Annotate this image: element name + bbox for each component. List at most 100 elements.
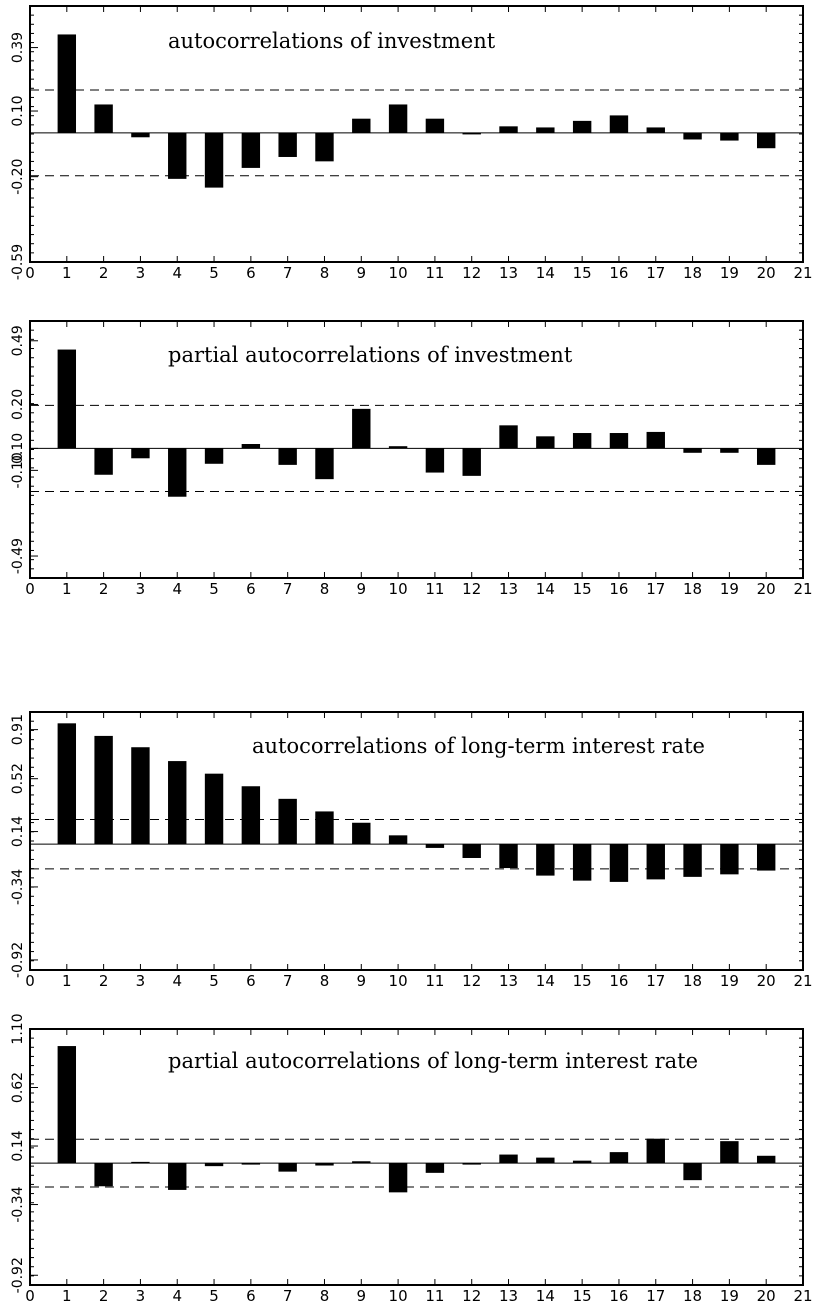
- y-tick-label: -0.49: [10, 538, 26, 574]
- chart-panel-3: 0 1 2 3 4 5 6 7 8 9 10 11 12 13 14 15 16 17 18 19 20 21-0.92-…: [10, 711, 813, 990]
- bar-lag-19: [720, 132, 739, 141]
- bar-lag-4: [168, 1163, 187, 1190]
- x-tick-label: 11: [425, 580, 444, 598]
- x-tick-label: 6: [246, 972, 256, 990]
- x-tick-label: 4: [172, 264, 182, 282]
- bar-lag-11: [425, 844, 445, 848]
- y-tick-label: 0.91: [10, 714, 26, 745]
- x-tick-label: 8: [320, 972, 330, 990]
- bar-lag-15: [572, 433, 592, 449]
- bar-lag-10: [388, 446, 408, 449]
- bar-lag-7: [278, 798, 297, 845]
- chart-panel-2: 0 1 2 3 4 5 6 7 8 9 10 11 12 13 14 15 16 17 18 19 20 21-0.49-…: [10, 320, 813, 598]
- x-tick-label: 5: [209, 580, 219, 598]
- bar-lag-13: [499, 126, 518, 133]
- bar-lag-16: [609, 433, 629, 449]
- bar-lag-16: [609, 115, 629, 133]
- bar-lag-15: [572, 844, 592, 881]
- x-tick-label: 7: [283, 580, 293, 598]
- bar-lag-14: [536, 436, 555, 449]
- bar-lag-8: [315, 132, 334, 162]
- x-tick-label: 1: [62, 972, 72, 990]
- x-tick-label: 5: [209, 1287, 219, 1305]
- y-tick-label: -0.92: [10, 1257, 26, 1293]
- y-tick-label: 0.49: [10, 325, 26, 356]
- x-tick-label: 13: [499, 1287, 518, 1305]
- bar-lag-18: [683, 844, 702, 877]
- x-tick-label: 4: [172, 580, 182, 598]
- x-tick-label: 15: [573, 972, 592, 990]
- x-tick-label: 10: [389, 972, 408, 990]
- x-tick-label: 18: [683, 580, 702, 598]
- x-tick-label: 18: [683, 264, 702, 282]
- bar-lag-10: [388, 1163, 408, 1193]
- bar-lag-7: [278, 132, 297, 157]
- bar-lag-20: [756, 1155, 776, 1164]
- bar-lag-16: [609, 844, 629, 882]
- x-tick-label: 20: [757, 972, 776, 990]
- bar-lag-13: [499, 844, 518, 869]
- bar-lag-3: [131, 132, 150, 138]
- x-tick-label: 18: [683, 1287, 702, 1305]
- bar-lag-9: [352, 822, 371, 845]
- bar-lag-14: [536, 844, 555, 876]
- x-tick-label: 17: [646, 972, 665, 990]
- bar-lag-17: [646, 844, 665, 880]
- x-tick-label: 18: [683, 972, 702, 990]
- bar-lag-4: [168, 132, 187, 179]
- bar-lag-5: [204, 448, 224, 464]
- x-tick-label: 3: [136, 580, 146, 598]
- y-tick-label: 0.20: [10, 389, 26, 420]
- y-tick-label: -0.34: [10, 869, 26, 905]
- x-tick-label: 21: [793, 580, 812, 598]
- y-tick-label: -0.20: [10, 159, 26, 195]
- x-tick-label: 4: [172, 1287, 182, 1305]
- bar-lag-13: [499, 1154, 518, 1164]
- x-tick-label: 11: [425, 1287, 444, 1305]
- chart-title: autocorrelations of investment: [168, 29, 496, 53]
- x-tick-label: 19: [720, 1287, 739, 1305]
- x-tick-label: 9: [357, 972, 367, 990]
- x-tick-label: 20: [757, 264, 776, 282]
- bar-lag-14: [536, 127, 555, 133]
- x-tick-label: 12: [462, 580, 481, 598]
- x-tick-label: 6: [246, 580, 256, 598]
- y-tick-label: 0.39: [10, 32, 26, 63]
- x-tick-label: 7: [283, 264, 293, 282]
- x-tick-label: 15: [573, 580, 592, 598]
- bar-lag-15: [572, 1160, 592, 1164]
- y-tick-label: 0.10: [10, 433, 26, 464]
- x-tick-label: 3: [136, 972, 146, 990]
- x-tick-label: 1: [62, 264, 72, 282]
- bar-lag-1: [57, 349, 77, 449]
- bar-lag-15: [572, 120, 592, 133]
- x-tick-label: 0: [25, 264, 35, 282]
- x-tick-label: 12: [462, 972, 481, 990]
- bar-lag-6: [241, 1163, 261, 1165]
- bar-lag-4: [168, 761, 187, 845]
- x-tick-label: 13: [499, 580, 518, 598]
- bar-lag-18: [683, 448, 702, 453]
- x-tick-label: 15: [573, 1287, 592, 1305]
- x-tick-label: 17: [646, 580, 665, 598]
- x-tick-label: 7: [283, 1287, 293, 1305]
- x-tick-label: 16: [609, 580, 628, 598]
- x-tick-label: 3: [136, 264, 146, 282]
- x-tick-label: 8: [320, 264, 330, 282]
- bar-lag-20: [756, 844, 776, 871]
- x-tick-label: 2: [99, 264, 109, 282]
- bar-lag-18: [683, 132, 702, 140]
- x-tick-label: 10: [389, 264, 408, 282]
- x-tick-label: 3: [136, 1287, 146, 1305]
- bar-lag-11: [425, 448, 445, 473]
- bar-lag-3: [131, 747, 150, 845]
- x-tick-label: 17: [646, 264, 665, 282]
- bar-lag-2: [94, 104, 113, 133]
- x-tick-label: 14: [536, 264, 555, 282]
- bar-lag-7: [278, 448, 297, 465]
- x-tick-label: 9: [357, 264, 367, 282]
- x-tick-label: 16: [609, 972, 628, 990]
- bar-lag-2: [94, 448, 113, 475]
- bar-lag-19: [720, 448, 739, 453]
- bar-lag-2: [94, 1163, 113, 1187]
